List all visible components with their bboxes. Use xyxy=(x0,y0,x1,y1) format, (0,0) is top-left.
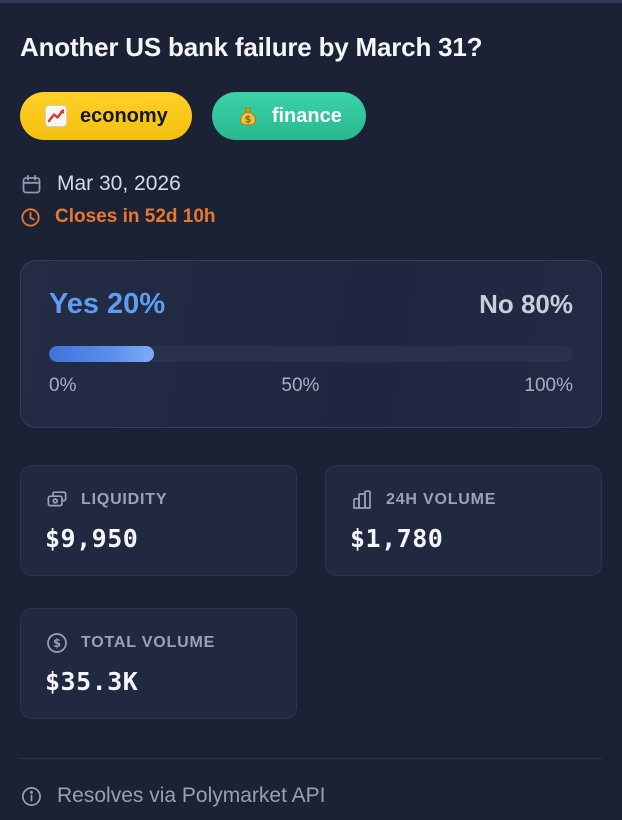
total-volume-label: TOTAL VOLUME xyxy=(81,634,216,651)
chart-increasing-icon xyxy=(44,104,68,128)
closes-row: Closes in 52d 10h xyxy=(20,206,602,228)
liquidity-card: LIQUIDITY $9,950 xyxy=(20,465,297,576)
tag-finance[interactable]: $ finance xyxy=(211,92,366,140)
dollar-circle-icon: $ xyxy=(45,631,69,655)
liquidity-value: $9,950 xyxy=(45,524,139,553)
tag-economy-label: economy xyxy=(80,104,168,127)
probability-bar-fill xyxy=(49,346,154,362)
calendar-icon xyxy=(20,173,43,196)
footer: Resolves via Polymarket API xyxy=(20,784,602,808)
liquidity-label: LIQUIDITY xyxy=(81,491,168,508)
meta-section: Mar 30, 2026 Closes in 52d 10h xyxy=(20,172,602,228)
scale-mid: 50% xyxy=(281,375,320,396)
volume-24h-label: 24H VOLUME xyxy=(386,491,497,508)
no-odds: No 80% xyxy=(479,289,573,319)
market-date: Mar 30, 2026 xyxy=(57,172,181,195)
yes-odds: Yes 20% xyxy=(49,288,166,320)
svg-text:$: $ xyxy=(245,114,252,125)
scale-labels: 0% 50% 100% xyxy=(49,375,573,397)
svg-text:$: $ xyxy=(53,636,61,650)
probability-card: Yes 20% No 80% 0% 50% 100% xyxy=(20,260,602,428)
info-icon xyxy=(20,785,43,808)
clock-icon xyxy=(20,207,41,228)
tag-finance-label: finance xyxy=(271,104,342,127)
odds-row: Yes 20% No 80% xyxy=(49,288,573,321)
volume-24h-value: $1,780 xyxy=(350,524,444,553)
total-volume-card: $ TOTAL VOLUME $35.3K xyxy=(20,608,297,719)
date-row: Mar 30, 2026 xyxy=(20,172,602,196)
money-bag-icon: $ xyxy=(236,104,260,128)
resolution-source: Resolves via Polymarket API xyxy=(57,784,326,807)
volume-24h-card: 24H VOLUME $1,780 xyxy=(325,465,602,576)
banknotes-icon xyxy=(45,488,69,512)
total-volume-value: $35.3K xyxy=(45,667,139,696)
stats-grid: LIQUIDITY $9,950 24H VOLUME $1,780 $ xyxy=(20,465,602,719)
tag-list: economy $ finance xyxy=(20,92,602,140)
footer-divider xyxy=(20,758,602,759)
scale-end: 100% xyxy=(524,375,573,396)
bar-chart-icon xyxy=(350,488,374,512)
closes-countdown: Closes in 52d 10h xyxy=(55,206,216,227)
tag-economy[interactable]: economy xyxy=(20,92,192,140)
probability-bar-track xyxy=(49,346,573,362)
scale-start: 0% xyxy=(49,375,77,396)
page-title: Another US bank failure by March 31? xyxy=(20,32,483,62)
